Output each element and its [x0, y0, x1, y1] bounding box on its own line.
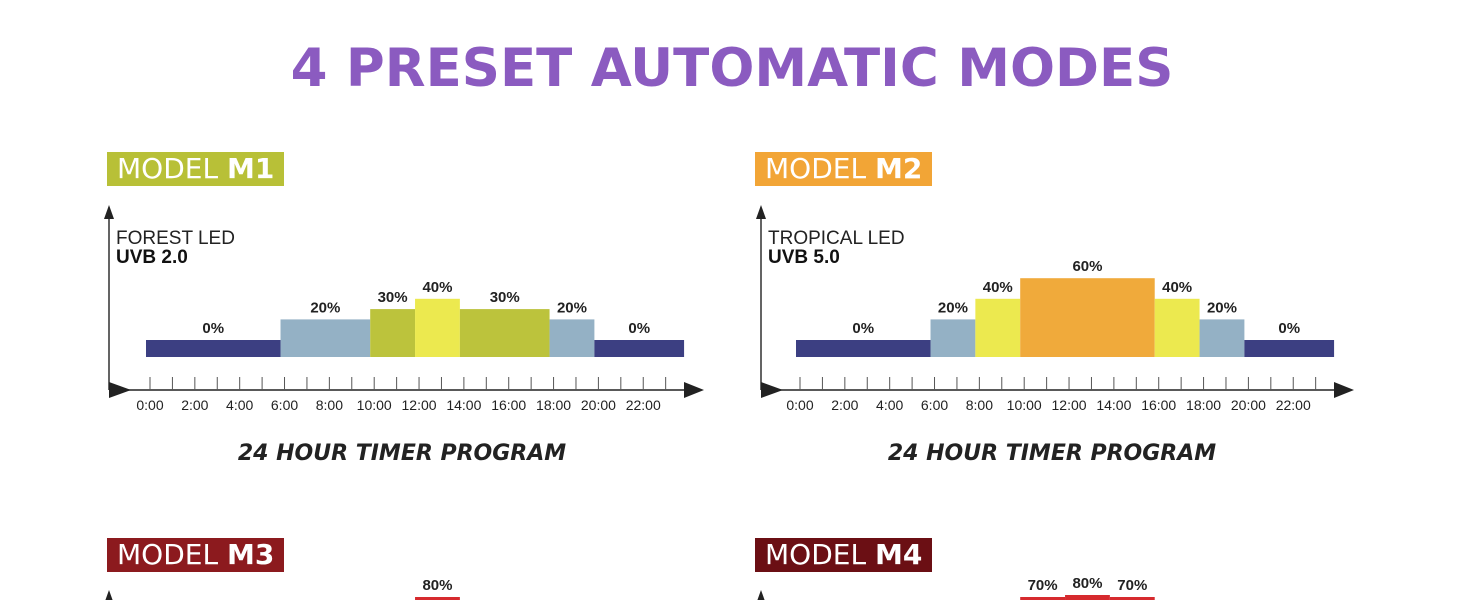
bar-label: 60% — [1072, 258, 1102, 275]
bar-40pct — [975, 298, 1021, 357]
x-tick-label: 12:00 — [1052, 397, 1087, 413]
bar-20pct — [1199, 319, 1245, 357]
series-label-line1: TROPICAL LED — [768, 228, 905, 249]
chart-subtitle-m2: 24 HOUR TIMER PROGRAM — [887, 441, 1217, 466]
x-tick-label: 2:00 — [181, 397, 208, 413]
model-badge-m1: MODEL M1 — [107, 152, 284, 186]
bar-0pct — [594, 340, 685, 357]
x-tick-label: 14:00 — [446, 397, 481, 413]
bar-label: 20% — [557, 299, 587, 316]
x-tick-label: 16:00 — [1141, 397, 1176, 413]
x-tick-label: 20:00 — [581, 397, 616, 413]
bar-label: 80% — [1072, 575, 1102, 592]
series-label-line1: FOREST LED — [116, 228, 235, 249]
bar-80pct — [415, 597, 460, 600]
bar-20pct — [930, 319, 976, 357]
bar-label: 30% — [490, 289, 520, 306]
bar-70pct — [1020, 597, 1066, 600]
y-axis-arrow — [756, 205, 766, 219]
x-tick-label: 2:00 — [831, 397, 858, 413]
badge-code: M2 — [874, 152, 923, 185]
bar-label: 40% — [422, 279, 452, 296]
x-axis-arrow — [684, 382, 704, 398]
series-label-line2: UVB 5.0 — [768, 247, 840, 268]
bar-label: 40% — [1162, 279, 1192, 296]
bar-20pct — [549, 319, 595, 357]
y-axis-arrow — [105, 590, 113, 600]
bar-40pct — [1154, 298, 1200, 357]
badge-prefix: MODEL — [765, 538, 875, 571]
chart-m3: 80% — [105, 577, 460, 600]
bar-label: 80% — [422, 577, 452, 594]
x-tick-label: 10:00 — [1007, 397, 1042, 413]
x-tick-label: 16:00 — [491, 397, 526, 413]
origin-arrow — [761, 382, 783, 398]
badge-prefix: MODEL — [117, 152, 227, 185]
origin-arrow — [109, 382, 131, 398]
bar-20pct — [280, 319, 371, 357]
x-tick-label: 12:00 — [402, 397, 437, 413]
x-tick-label: 22:00 — [1276, 397, 1311, 413]
bar-label: 70% — [1117, 577, 1147, 594]
badge-code: M4 — [874, 538, 923, 571]
bar-label: 70% — [1028, 577, 1058, 594]
bar-label: 30% — [378, 289, 408, 306]
bar-0pct — [146, 340, 281, 357]
x-tick-label: 0:00 — [786, 397, 813, 413]
bar-40pct — [415, 298, 460, 357]
x-tick-label: 18:00 — [1186, 397, 1221, 413]
series-label-line2: UVB 2.0 — [116, 247, 188, 268]
bar-label: 40% — [983, 279, 1013, 296]
x-tick-label: 8:00 — [316, 397, 343, 413]
bar-30pct — [459, 309, 550, 357]
model-badge-m3: MODEL M3 — [107, 538, 284, 572]
bar-label: 0% — [852, 320, 874, 337]
badge-code: M3 — [226, 538, 275, 571]
bar-label: 0% — [202, 320, 224, 337]
badge-code: M1 — [226, 152, 275, 185]
x-axis-arrow — [1334, 382, 1354, 398]
bar-80pct — [1065, 595, 1110, 600]
model-badge-m4: MODEL M4 — [755, 538, 932, 572]
y-axis-arrow — [104, 205, 114, 219]
chart-subtitle-m1: 24 HOUR TIMER PROGRAM — [237, 441, 567, 466]
chart-m4: 70% 80% 70% — [757, 575, 1155, 600]
page-title: 4 PRESET AUTOMATIC MODES — [290, 38, 1174, 99]
bar-70pct — [1109, 597, 1155, 600]
y-axis-arrow — [757, 590, 765, 600]
bar-label: 20% — [938, 299, 968, 316]
bar-label: 0% — [1278, 320, 1300, 337]
bar-label: 0% — [628, 320, 650, 337]
x-tick-label: 6:00 — [921, 397, 948, 413]
bar-60pct — [1020, 278, 1155, 357]
bar-30pct — [370, 309, 416, 357]
x-tick-label: 0:00 — [136, 397, 163, 413]
x-tick-label: 8:00 — [966, 397, 993, 413]
x-tick-label: 4:00 — [226, 397, 253, 413]
x-tick-label: 4:00 — [876, 397, 903, 413]
x-tick-label: 22:00 — [626, 397, 661, 413]
x-tick-label: 18:00 — [536, 397, 571, 413]
bar-0pct — [796, 340, 931, 357]
bar-0pct — [1244, 340, 1335, 357]
x-tick-label: 20:00 — [1231, 397, 1266, 413]
x-tick-label: 14:00 — [1096, 397, 1131, 413]
x-tick-label: 10:00 — [357, 397, 392, 413]
bar-label: 20% — [310, 299, 340, 316]
badge-prefix: MODEL — [117, 538, 227, 571]
bar-label: 20% — [1207, 299, 1237, 316]
badge-prefix: MODEL — [765, 152, 875, 185]
model-badge-m2: MODEL M2 — [755, 152, 932, 186]
x-tick-label: 6:00 — [271, 397, 298, 413]
